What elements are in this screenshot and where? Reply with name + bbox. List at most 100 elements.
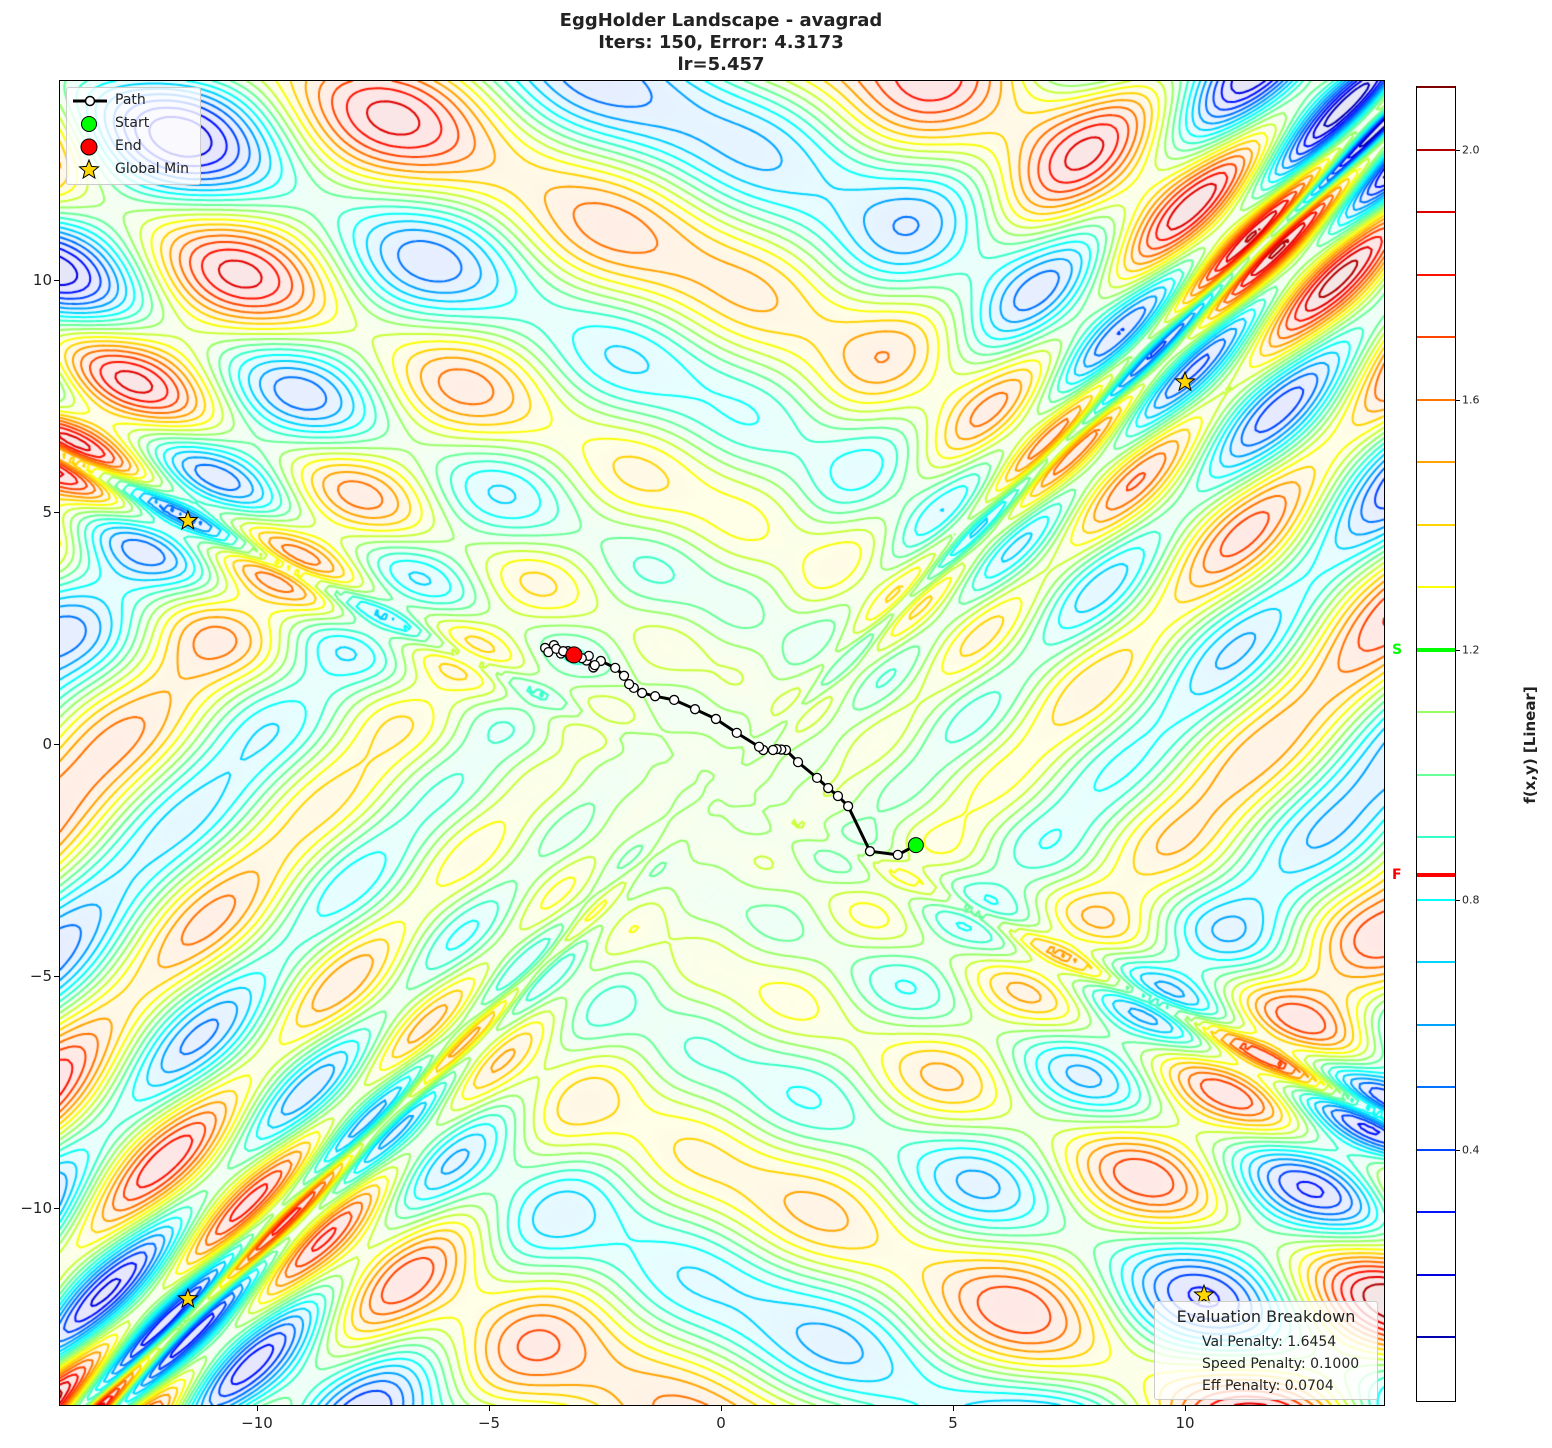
x-tick-label: 10	[1175, 1414, 1195, 1432]
path-point	[636, 687, 648, 699]
path-point	[767, 744, 779, 756]
y-tick-label: 5	[42, 503, 52, 521]
legend-label-start: Start	[115, 115, 150, 131]
chart-title-line-3: lr=5.457	[677, 54, 765, 75]
legend-path-icon	[73, 95, 107, 107]
colorbar-level-line	[1417, 711, 1455, 714]
colorbar-tick-mark	[1455, 899, 1460, 901]
global-min-star	[177, 509, 199, 531]
path-point	[649, 691, 661, 702]
colorbar-tick-label: 1.6	[1462, 393, 1480, 407]
global-min-star	[177, 1287, 199, 1309]
colorbar-level-line	[1417, 211, 1455, 214]
x-tick-mark	[953, 1405, 954, 1411]
colorbar-level-line	[1417, 773, 1455, 776]
end-point	[565, 646, 583, 664]
colorbar-level-line	[1417, 1148, 1455, 1151]
path-point	[753, 741, 765, 752]
x-tick-label: −10	[241, 1414, 273, 1432]
path-point	[668, 694, 680, 706]
chart-title-line-2: Iters: 150, Error: 4.3173	[598, 32, 844, 53]
x-tick-mark	[1185, 1405, 1186, 1411]
path-point	[811, 772, 823, 784]
colorbar-level-line	[1417, 1336, 1455, 1339]
path-point	[589, 659, 600, 671]
colorbar-tick-mark	[1455, 399, 1460, 401]
contour-lines	[60, 81, 1384, 1405]
colorbar-level-line	[1417, 1273, 1455, 1276]
colorbar-final-marker: F	[1392, 866, 1402, 883]
x-tick-label: −5	[477, 1414, 501, 1432]
legend-start-icon	[81, 116, 97, 132]
path-point	[892, 849, 903, 861]
legend-end-icon	[80, 138, 98, 156]
colorbar	[1416, 86, 1456, 1402]
global-min-star	[1174, 370, 1196, 392]
colorbar-tick-mark	[1455, 1149, 1460, 1151]
x-tick-label: 5	[948, 1414, 958, 1432]
y-tick-label: 0	[42, 735, 52, 753]
optimizer-path-line	[543, 643, 917, 857]
colorbar-level-line	[1417, 336, 1455, 339]
colorbar-level-line	[1417, 398, 1455, 401]
path-point	[842, 801, 854, 812]
legend-label-global-min: Global Min	[115, 161, 189, 177]
colorbar-level-line	[1417, 1086, 1455, 1089]
global-min-star	[1193, 1283, 1215, 1305]
legend-label-path: Path	[115, 92, 146, 108]
y-tick-label: −5	[29, 967, 52, 985]
colorbar-tick-mark	[1455, 649, 1460, 651]
colorbar-level-line	[1417, 86, 1455, 88]
chart-title-line-1: EggHolder Landscape - avagrad	[559, 10, 883, 31]
colorbar-level-line	[1417, 836, 1455, 839]
x-tick-mark	[257, 1405, 258, 1411]
legend-star-icon	[78, 158, 100, 180]
colorbar-level-line	[1417, 1211, 1455, 1214]
colorbar-level-line	[1417, 898, 1455, 901]
legend-symbols	[73, 95, 107, 180]
evaluation-breakdown-box: Evaluation Breakdown Val Penalty: 1.6454…	[1154, 1301, 1378, 1400]
path-point	[710, 713, 722, 725]
val-penalty: Val Penalty: 1.6454	[1202, 1334, 1337, 1350]
contour-plot-area	[60, 81, 1384, 1405]
path-overlay	[177, 370, 1215, 1309]
x-tick-mark	[721, 1405, 722, 1411]
start-marker-line	[1417, 647, 1455, 652]
colorbar-tick-label: 2.0	[1462, 143, 1480, 157]
speed-penalty: Speed Penalty: 0.1000	[1202, 1356, 1360, 1372]
path-point	[618, 670, 630, 681]
path-point	[792, 756, 804, 768]
colorbar-level-line	[1417, 523, 1455, 526]
colorbar-level-line	[1417, 273, 1455, 276]
colorbar-tick-label: 0.8	[1462, 893, 1480, 907]
colorbar-level-line	[1417, 1023, 1455, 1026]
eff-penalty: Eff Penalty: 0.0704	[1202, 1378, 1334, 1394]
path-point	[864, 846, 876, 857]
colorbar-tick-label: 1.2	[1462, 643, 1480, 657]
evaluation-title: Evaluation Breakdown	[1176, 1307, 1356, 1326]
colorbar-tick-label: 0.4	[1462, 1143, 1480, 1157]
colorbar-level-line	[1417, 586, 1455, 589]
start-point	[907, 837, 924, 854]
path-point	[731, 727, 742, 739]
colorbar-level-line	[1417, 961, 1455, 964]
path-point	[832, 790, 844, 802]
y-tick-mark	[54, 512, 60, 513]
path-point	[623, 678, 635, 690]
colorbar-start-marker: S	[1392, 641, 1403, 658]
y-tick-mark	[54, 280, 60, 281]
path-point	[610, 662, 621, 674]
colorbar-level-line	[1417, 148, 1455, 151]
legend: Path Start End Global Min	[66, 87, 201, 185]
path-point	[823, 782, 834, 794]
y-tick-mark	[54, 1208, 60, 1209]
y-tick-mark	[54, 976, 60, 977]
colorbar-tick-mark	[1455, 149, 1460, 151]
x-tick-label: 0	[716, 1414, 726, 1432]
y-tick-label: 10	[32, 271, 52, 289]
colorbar-label: f(x,y) [Linear]	[1521, 686, 1539, 804]
legend-label-end: End	[115, 138, 142, 154]
path-point	[689, 704, 701, 715]
x-tick-mark	[489, 1405, 490, 1411]
y-tick-label: −10	[20, 1199, 52, 1217]
